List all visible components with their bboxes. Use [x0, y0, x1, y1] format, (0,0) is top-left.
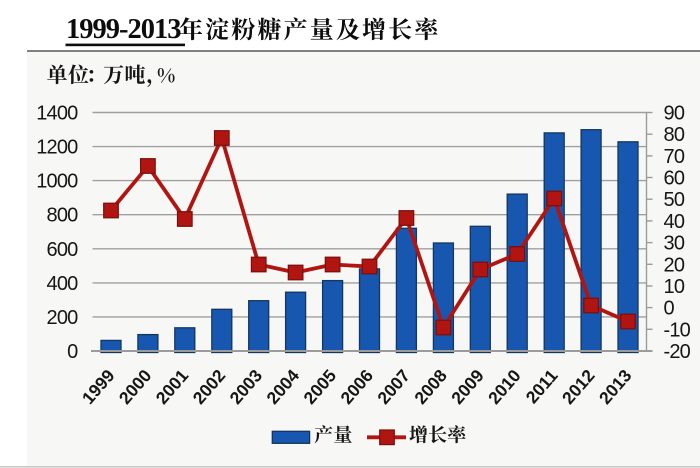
svg-text:800: 800: [47, 205, 79, 227]
svg-text:1200: 1200: [36, 137, 78, 159]
svg-text:10: 10: [664, 276, 685, 298]
svg-text:-20: -20: [664, 341, 691, 363]
svg-text:50: 50: [664, 189, 685, 211]
svg-text:0: 0: [67, 341, 78, 363]
svg-text:1000: 1000: [36, 171, 78, 193]
svg-text:70: 70: [664, 146, 685, 168]
svg-text:1400: 1400: [36, 103, 78, 125]
svg-text:20: 20: [664, 254, 685, 276]
svg-text:-10: -10: [664, 319, 691, 341]
svg-text:90: 90: [664, 103, 685, 125]
svg-text:30: 30: [664, 233, 685, 255]
svg-text:1999-2013: 1999-2013: [66, 14, 181, 45]
svg-text:60: 60: [664, 168, 685, 190]
svg-text:600: 600: [47, 239, 79, 261]
svg-text:400: 400: [47, 273, 79, 295]
svg-text:200: 200: [47, 307, 79, 329]
svg-text:80: 80: [664, 124, 685, 146]
svg-text:40: 40: [664, 211, 685, 233]
svg-text:0: 0: [664, 298, 675, 320]
